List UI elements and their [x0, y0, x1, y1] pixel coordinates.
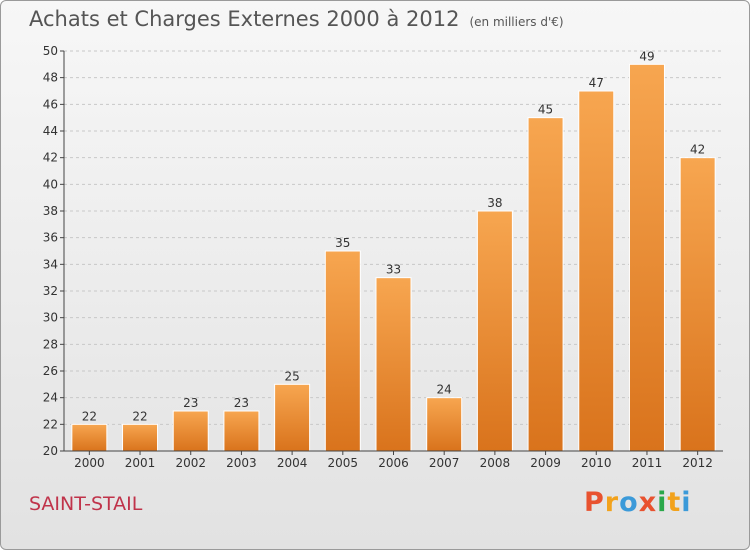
- bar: [679, 157, 716, 452]
- data-label: 22: [132, 409, 147, 423]
- data-label: 24: [437, 383, 452, 397]
- y-tick-label: 42: [43, 151, 58, 165]
- bar: [71, 423, 108, 452]
- proxiti-logo: Proxiti: [584, 487, 692, 518]
- bar: [426, 397, 463, 452]
- y-tick-label: 50: [43, 44, 58, 58]
- y-tick-label: 44: [43, 124, 58, 138]
- y-tick-label: 24: [43, 391, 58, 405]
- y-tick-label: 38: [43, 204, 58, 218]
- y-tick-label: 46: [43, 97, 58, 111]
- x-tick-label: 2000: [74, 456, 105, 470]
- y-tick-label: 40: [43, 177, 58, 191]
- x-tick-label: 2004: [277, 456, 308, 470]
- x-tick-label: 2010: [581, 456, 612, 470]
- commune-name: SAINT-STAIL: [29, 493, 143, 515]
- x-tick-label: 2003: [226, 456, 257, 470]
- x-tick-label: 2011: [632, 456, 663, 470]
- bar: [223, 410, 260, 452]
- y-tick-label: 22: [43, 417, 58, 431]
- logo-letter: r: [604, 487, 620, 518]
- y-tick-label: 26: [43, 364, 58, 378]
- y-tick-label: 20: [43, 444, 58, 458]
- data-label: 22: [82, 409, 97, 423]
- data-label: 33: [386, 263, 401, 277]
- logo-letter: i: [657, 487, 668, 518]
- x-tick-label: 2009: [530, 456, 561, 470]
- x-tick-label: 2002: [175, 456, 206, 470]
- bar: [274, 383, 311, 452]
- y-tick-label: 48: [43, 71, 58, 85]
- bar: [324, 250, 361, 452]
- x-tick-label: 2006: [378, 456, 409, 470]
- bar: [172, 410, 209, 452]
- data-label: 49: [639, 49, 654, 63]
- chart-title-text: Achats et Charges Externes 2000 à 2012: [29, 7, 460, 31]
- data-label: 23: [234, 396, 249, 410]
- data-label: 42: [690, 143, 705, 157]
- chart-title: Achats et Charges Externes 2000 à 2012 (e…: [29, 7, 564, 31]
- data-label: 35: [335, 236, 350, 250]
- data-label: 25: [284, 369, 299, 383]
- bar: [476, 210, 513, 452]
- y-tick-label: 36: [43, 231, 58, 245]
- y-tick-label: 34: [43, 257, 58, 271]
- logo-letter: t: [667, 487, 682, 518]
- bar: [375, 277, 412, 452]
- bar: [527, 117, 564, 452]
- logo-letter: x: [638, 487, 658, 518]
- data-label: 23: [183, 396, 198, 410]
- bar: [578, 90, 615, 452]
- x-tick-label: 2001: [125, 456, 156, 470]
- data-label: 47: [589, 76, 604, 90]
- logo-letter: o: [619, 487, 639, 518]
- data-label: 38: [487, 196, 502, 210]
- y-tick-label: 32: [43, 284, 58, 298]
- x-tick-label: 2007: [429, 456, 460, 470]
- logo-letter: P: [584, 487, 605, 518]
- chart-unit: (en milliers d'€): [469, 15, 564, 29]
- x-tick-label: 2012: [682, 456, 713, 470]
- bar: [628, 63, 665, 452]
- y-tick-label: 30: [43, 311, 58, 325]
- data-label: 45: [538, 103, 553, 117]
- x-tick-label: 2005: [328, 456, 359, 470]
- bar: [122, 423, 159, 452]
- x-tick-label: 2008: [480, 456, 511, 470]
- y-tick-label: 28: [43, 337, 58, 351]
- logo-letter: i: [681, 487, 692, 518]
